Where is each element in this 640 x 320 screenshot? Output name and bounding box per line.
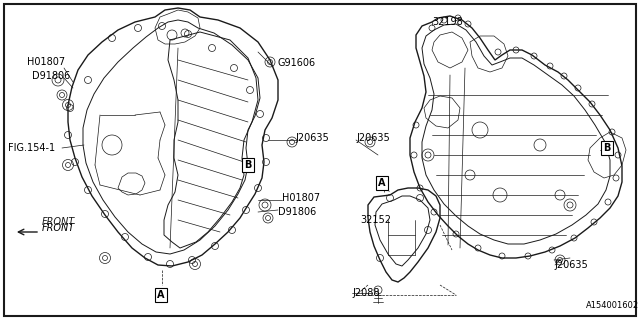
Text: A: A [157,290,164,300]
Text: H01807: H01807 [282,193,320,203]
Text: J2088: J2088 [352,288,380,298]
Text: G91606: G91606 [278,58,316,68]
Text: D91806: D91806 [32,71,70,81]
Text: A: A [378,178,386,188]
Text: D91806: D91806 [278,207,316,217]
Text: 32198: 32198 [432,17,463,27]
Text: J20635: J20635 [554,260,588,270]
Text: 32152: 32152 [360,215,391,225]
Text: H01807: H01807 [27,57,65,67]
Text: FRONT: FRONT [42,223,76,233]
Text: B: B [244,160,252,170]
Text: J20635: J20635 [295,133,329,143]
Text: FRONT: FRONT [42,217,76,227]
Text: A154001602: A154001602 [586,301,639,310]
Text: B: B [604,143,611,153]
Text: J20635: J20635 [356,133,390,143]
Text: FIG.154-1: FIG.154-1 [8,143,55,153]
